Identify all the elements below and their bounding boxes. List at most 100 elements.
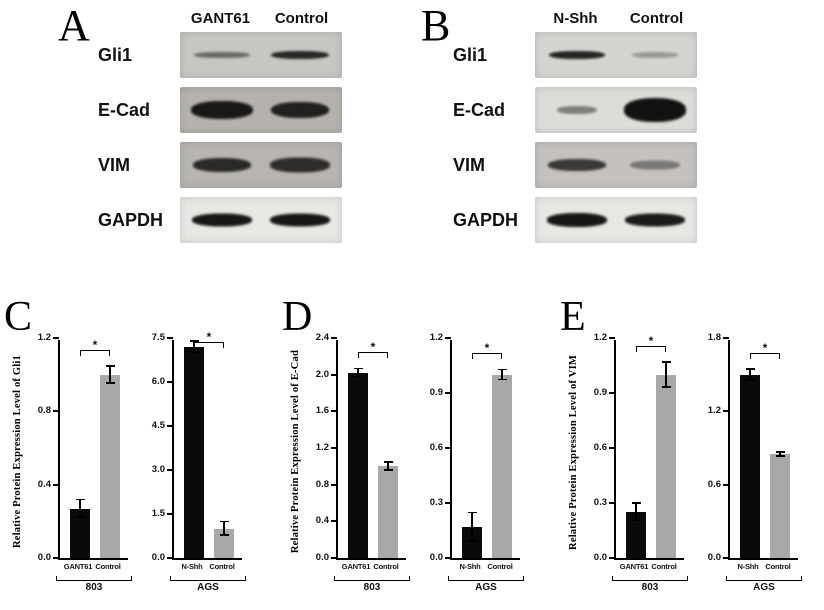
x-tick-label: Control (373, 562, 399, 571)
y-tick-label: 1.2 (593, 332, 607, 343)
blot-row: GAPDH (415, 197, 715, 243)
subcharts: 0.0 0.4 0.8 1.2 * GANT61 Control 803 0.0 1.5 3.0 4.… (32, 330, 246, 593)
error-cap-bottom (775, 454, 785, 457)
error-bar (109, 365, 111, 384)
error-cap-top (75, 498, 85, 501)
blot-strip (180, 142, 342, 188)
y-tick-label: 1.2 (37, 332, 51, 343)
y-tick (53, 337, 59, 339)
x-tick-label: Control (765, 562, 791, 571)
lane-header: GANT61 (190, 10, 251, 27)
bar-n-shh (462, 526, 482, 558)
y-tick-label: 0.6 (429, 442, 443, 453)
x-tick-label: GANT61 (619, 562, 649, 571)
error-bar (223, 521, 225, 536)
y-tick (445, 447, 451, 449)
blot-row: VIM (415, 142, 715, 188)
blot-strip (180, 197, 342, 243)
y-tick (723, 557, 729, 559)
x-tick-labels: GANT61 Control (336, 562, 406, 573)
error-cap-bottom (105, 382, 115, 384)
bar-control (214, 528, 234, 558)
group-label: AGS (753, 582, 775, 593)
plot-area: 0.0 0.3 0.6 0.9 1.2 * (430, 332, 520, 563)
subchart: 0.0 0.4 0.8 1.2 1.6 2.0 2.4 * GANT61 Control 803 (310, 332, 410, 593)
blot-strip (535, 197, 697, 243)
error-cap-bottom (383, 469, 393, 471)
panel-b: B N-Shh Control Gli1 E-Cad VIM GAPDH (415, 4, 715, 252)
error-cap-bottom (661, 385, 671, 388)
blot-strip (535, 142, 697, 188)
y-tick-label: 0.3 (593, 497, 607, 508)
significance-star: * (206, 330, 212, 344)
y-axis-label-column: Relative Protein Expression Level of Gli… (2, 340, 32, 564)
blot-row: E-Cad (415, 87, 715, 133)
blot-band (557, 106, 598, 114)
x-tick-labels: GANT61 Control (614, 562, 684, 573)
error-cap-bottom (219, 534, 229, 536)
y-tick-label: 0.0 (593, 552, 607, 563)
blot-band (631, 52, 678, 58)
y-tick-label: 1.2 (429, 332, 443, 343)
group-label: 803 (85, 582, 103, 593)
chart-ylabel: Relative Protein Expression Level of E-C… (289, 350, 301, 554)
y-tick (445, 392, 451, 394)
blot-band (191, 101, 254, 119)
y-tick (445, 337, 451, 339)
blot-band (270, 51, 329, 59)
error-bar (357, 368, 359, 378)
blot-row-label: VIM (98, 154, 131, 175)
x-tick-labels: N-Shh Control (172, 562, 242, 573)
error-cap-top (467, 511, 477, 514)
significance-star: * (484, 341, 490, 356)
blot-row: Gli1 (52, 32, 352, 78)
bar-control (770, 454, 790, 558)
y-tick-label: 1.2 (707, 405, 721, 417)
panel-c: C Relative Protein Expression Level of G… (0, 296, 250, 593)
bar-control (656, 374, 676, 558)
plot-area: 0.0 0.4 0.8 1.2 1.6 2.0 2.4 * (316, 332, 406, 563)
y-tick (609, 337, 615, 339)
y-tick-label: 0.8 (37, 405, 51, 417)
x-tick-label: N-Shh (459, 562, 481, 571)
error-bar (749, 368, 751, 381)
error-cap-bottom (353, 375, 363, 378)
blot-row-label: GAPDH (98, 209, 164, 230)
plot-area: 0.0 0.4 0.8 1.2 * (38, 332, 128, 563)
plot-area: 0.0 0.6 1.2 1.8 * (708, 332, 798, 563)
error-cap-bottom (497, 378, 507, 381)
blot-row: E-Cad (52, 87, 352, 133)
group-bracket (334, 576, 410, 581)
y-tick-label: 6.0 (151, 376, 165, 387)
y-tick (53, 410, 59, 413)
significance-star: * (648, 333, 654, 348)
blot-row-label: Gli1 (453, 44, 488, 65)
y-tick-label: 3.0 (151, 464, 165, 475)
blot-row-label: GAPDH (453, 209, 519, 230)
error-cap-bottom (631, 519, 641, 522)
significance-star: * (370, 340, 376, 355)
panel-d: D Relative Protein Expression Level of E… (278, 296, 528, 593)
y-tick-label: 0.0 (707, 552, 721, 563)
blot-col-headers: N-Shh Control (535, 10, 697, 27)
group-bracket (612, 576, 688, 581)
blot-row-label: VIM (453, 154, 486, 175)
y-tick (445, 557, 451, 559)
y-tick (167, 469, 173, 471)
error-cap-bottom (745, 379, 755, 381)
significance-star: * (762, 340, 768, 355)
y-tick (167, 425, 173, 427)
error-cap-top (497, 368, 507, 371)
group-bracket (448, 576, 524, 581)
error-bar (471, 512, 473, 542)
x-tick-labels: N-Shh Control (728, 562, 798, 573)
y-tick-label: 0.3 (429, 497, 443, 508)
blot-band (547, 213, 608, 227)
subchart: 0.0 1.5 3.0 4.5 6.0 7.5 * N-Shh Control AGS (146, 330, 246, 593)
bar-n-shh (184, 346, 204, 558)
subcharts: 0.0 0.4 0.8 1.2 1.6 2.0 2.4 * GANT61 Control 803 0.… (310, 332, 524, 593)
y-tick (609, 392, 615, 394)
lane-header: Control (629, 10, 684, 27)
group-label: AGS (475, 582, 497, 593)
error-cap-bottom (189, 351, 199, 353)
